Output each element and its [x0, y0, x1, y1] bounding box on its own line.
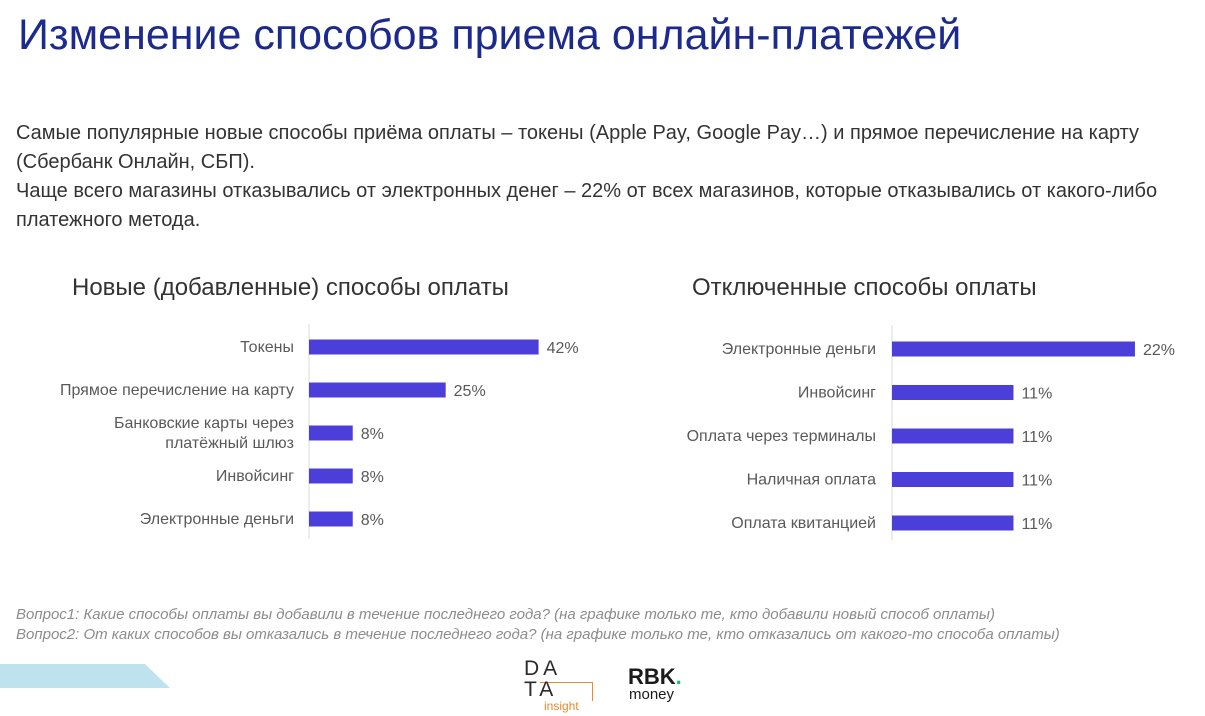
bar: [892, 341, 1135, 357]
rbk-money-logo: RBK. money: [628, 664, 718, 708]
logo-rbk-dot: .: [675, 664, 682, 689]
category-label: Электронные деньги: [140, 511, 294, 528]
data-insight-logo: DA TA insight: [522, 657, 594, 713]
chart-title-new-methods: Новые (добавленные) способы оплаты: [72, 274, 509, 301]
logo-rbk-main: RBK.: [628, 664, 682, 690]
bar: [309, 468, 353, 484]
chart-disabled-methods: 22% Электронные деньги 11% Инвойсинг 11% Опла…: [687, 325, 1175, 540]
category-label: Оплата квитанцией: [731, 515, 876, 532]
intro-text: Самые популярные новые способы приёма оп…: [16, 119, 1201, 235]
data-label: 22%: [1143, 342, 1175, 359]
footnote-question-2: Вопрос2: От каких способов вы отказались…: [16, 626, 1060, 643]
category-label: Электронные деньги: [722, 341, 876, 358]
logo-data-tag: insight: [544, 699, 579, 713]
data-label: 42%: [547, 340, 579, 357]
decorative-band: [0, 664, 170, 688]
category-label: Наличная оплата: [747, 472, 877, 489]
footnote: Вопрос1: Какие способы оплаты вы добавил…: [16, 605, 1186, 645]
logo-rbk-sub: money: [629, 686, 675, 703]
intro-paragraph-2: Чаще всего магазины отказывались от элек…: [16, 180, 1158, 231]
data-label: 11%: [1021, 386, 1052, 403]
bar: [309, 425, 353, 441]
chart-title-disabled-methods: Отключенные способы оплаты: [692, 274, 1037, 301]
bar: [892, 515, 1014, 531]
category-label: платёжный шлюз: [165, 435, 294, 452]
bar: [309, 511, 353, 527]
chart-new-methods: 42% Токены 25% Прямое перечисление на карту…: [60, 324, 579, 539]
footnote-question-1: Вопрос1: Какие способы оплаты вы добавил…: [16, 606, 995, 623]
bar: [892, 428, 1014, 444]
data-label: 11%: [1021, 516, 1052, 533]
category-label: Прямое перечисление на карту: [60, 382, 294, 399]
bar: [892, 385, 1014, 400]
data-label: 8%: [361, 426, 384, 443]
intro-paragraph-1: Самые популярные новые способы приёма оп…: [16, 122, 1140, 173]
bar: [309, 339, 539, 355]
data-label: 11%: [1021, 429, 1052, 446]
data-label: 11%: [1021, 473, 1052, 490]
bar: [309, 382, 446, 398]
category-label: Оплата через терминалы: [687, 428, 876, 445]
data-label: 8%: [361, 512, 384, 529]
logo-data-line-1: DA: [524, 657, 562, 680]
data-label: 8%: [361, 469, 384, 486]
slide-title: Изменение способов приема онлайн-платеже…: [18, 11, 962, 59]
logo-data-line-2: TA: [524, 678, 558, 701]
category-label: Токены: [240, 339, 294, 356]
bar: [892, 472, 1014, 487]
category-label: Банковские карты через: [114, 415, 294, 432]
category-label: Инвойсинг: [216, 468, 294, 485]
category-label: Инвойсинг: [798, 385, 876, 402]
data-label: 25%: [454, 383, 486, 400]
logo-rbk-text: RBK: [628, 664, 676, 689]
logo-frame-line: [540, 682, 593, 701]
